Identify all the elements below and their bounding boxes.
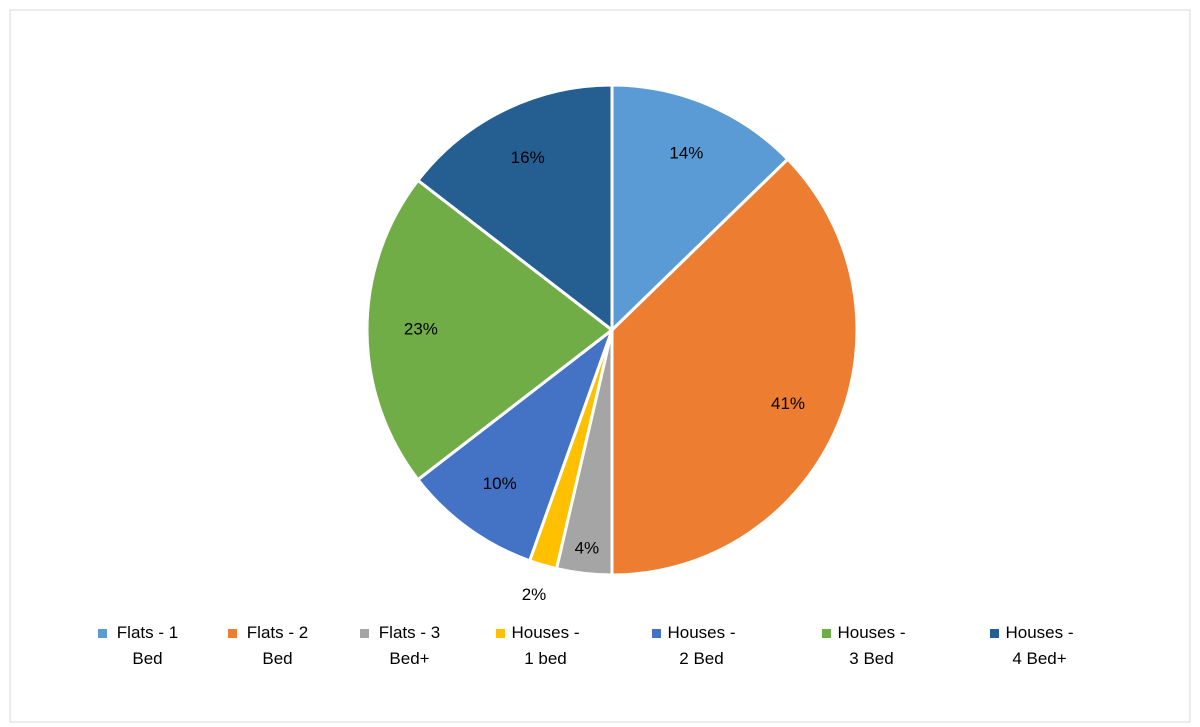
pie-slice xyxy=(365,178,615,482)
legend-label: Houses - 3 Bed xyxy=(837,623,906,668)
legend-swatch xyxy=(98,629,107,638)
pie-slice xyxy=(610,83,790,334)
legend-label: Houses - 2 Bed xyxy=(667,623,736,668)
data-label: 41% xyxy=(771,394,805,413)
legend-swatch xyxy=(360,629,369,638)
data-label: 14% xyxy=(669,143,703,162)
legend-item: Flats - 2 Bed xyxy=(228,620,312,672)
data-label: 23% xyxy=(404,319,438,338)
legend-swatch xyxy=(652,629,661,638)
legend-label: Flats - 3 Bed+ xyxy=(378,623,441,668)
pie-slice xyxy=(415,83,614,334)
legend-label: Houses - 4 Bed+ xyxy=(1005,623,1074,668)
legend-item: Flats - 3 Bed+ xyxy=(360,620,444,672)
data-label: 4% xyxy=(575,539,600,558)
legend-label: Flats - 2 Bed xyxy=(246,623,309,668)
legend-swatch xyxy=(990,629,999,638)
legend-item: Houses - 4 Bed+ xyxy=(990,620,1074,672)
pie-slice xyxy=(610,157,859,577)
data-label: 10% xyxy=(483,474,517,493)
pie-slice xyxy=(415,325,616,563)
data-label: 16% xyxy=(511,148,545,167)
legend-item: Houses - 1 bed xyxy=(496,620,580,672)
legend-swatch xyxy=(228,629,237,638)
legend-swatch xyxy=(496,629,505,638)
legend-label: Houses - 1 bed xyxy=(511,623,580,668)
legend-label: Flats - 1 Bed xyxy=(116,623,179,668)
data-label: 2% xyxy=(522,585,547,604)
legend-swatch xyxy=(822,629,831,638)
legend-item: Houses - 3 Bed xyxy=(822,620,906,672)
legend-item: Flats - 1 Bed xyxy=(98,620,182,672)
legend-item: Houses - 2 Bed xyxy=(652,620,736,672)
